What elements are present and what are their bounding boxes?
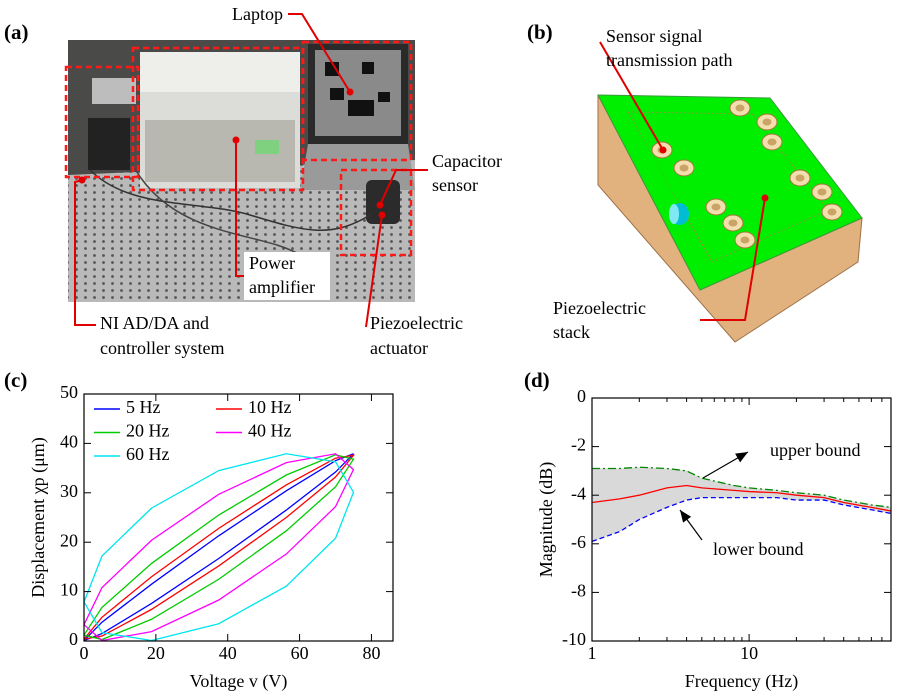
bound-band bbox=[592, 467, 891, 541]
photo-annotation: actuator bbox=[370, 338, 428, 358]
diagram-annotation: Sensor signal bbox=[606, 26, 703, 46]
x-tick-label: 40 bbox=[219, 643, 237, 663]
photo-annotation: Power bbox=[249, 253, 295, 273]
y-tick-label: 50 bbox=[60, 382, 78, 402]
arrow-head bbox=[680, 510, 691, 523]
page: { "panel_labels": ["(a)", "(b)", "(c)", … bbox=[0, 0, 916, 696]
x-tick-label: 1 bbox=[588, 643, 597, 663]
electrode-hole bbox=[680, 165, 689, 172]
panel-label: (c) bbox=[4, 368, 27, 392]
y-axis-label: Displacement χp (μm) bbox=[28, 437, 49, 598]
leader-dot bbox=[347, 89, 354, 96]
arrow-head bbox=[735, 452, 748, 462]
diagram-annotation: Piezoelectric bbox=[553, 298, 646, 318]
y-tick-label: 40 bbox=[60, 432, 78, 452]
y-tick-label: -8 bbox=[571, 581, 586, 601]
y-tick-label: 20 bbox=[60, 530, 78, 550]
laptop-window bbox=[348, 100, 374, 116]
photo-annotation: Capacitor bbox=[432, 151, 502, 171]
photo-annotation: NI AD/DA and bbox=[100, 313, 209, 333]
annotation: lower bound bbox=[713, 539, 803, 559]
y-tick-label: -4 bbox=[571, 483, 586, 503]
silver-device bbox=[92, 78, 136, 104]
electrode-hole bbox=[818, 189, 827, 196]
diagram-annotation: stack bbox=[553, 322, 590, 342]
x-tick-label: 0 bbox=[80, 643, 89, 663]
x-tick-label: 60 bbox=[291, 643, 309, 663]
legend-label: 10 Hz bbox=[248, 397, 292, 417]
x-tick-label: 80 bbox=[362, 643, 380, 663]
series-line bbox=[84, 454, 353, 641]
electrode-hole bbox=[828, 209, 837, 216]
series-line bbox=[84, 454, 353, 641]
y-tick-label: 10 bbox=[60, 580, 78, 600]
panel-label: (d) bbox=[524, 368, 550, 392]
ni-box bbox=[88, 118, 130, 170]
panel-label: (a) bbox=[4, 20, 29, 44]
electrode-hole bbox=[729, 220, 738, 227]
electrode-hole bbox=[763, 119, 772, 126]
leader-dot bbox=[762, 195, 769, 202]
laptop-window bbox=[378, 92, 390, 102]
photo-annotation: controller system bbox=[100, 338, 224, 358]
figure: (a) (b) (c) (d) Laptop Capacitor sensor Power am… bbox=[0, 0, 916, 696]
annotation: upper bound bbox=[770, 440, 860, 460]
legend-label: 20 Hz bbox=[126, 421, 170, 441]
amplifier-lcd bbox=[255, 140, 279, 154]
x-tick-label: 20 bbox=[147, 643, 165, 663]
electrode-hole bbox=[768, 139, 777, 146]
x-axis-label: Frequency (Hz) bbox=[685, 671, 798, 692]
sensor-cylinder-face bbox=[669, 204, 679, 224]
y-tick-label: 30 bbox=[60, 481, 78, 501]
series-line bbox=[84, 455, 353, 639]
diagram-annotation: transmission path bbox=[606, 50, 733, 70]
leader-dot bbox=[660, 147, 667, 154]
y-tick-label: 0 bbox=[69, 629, 78, 649]
y-tick-label: 0 bbox=[577, 386, 586, 406]
legend-label: 40 Hz bbox=[248, 421, 292, 441]
y-axis-label: Magnitude (dB) bbox=[536, 462, 557, 577]
photo-annotation: Piezoelectric bbox=[370, 313, 463, 333]
amplifier-top bbox=[140, 52, 300, 92]
electrode-hole bbox=[712, 204, 721, 211]
x-axis-label: Voltage v (V) bbox=[190, 671, 288, 692]
leader-dot bbox=[377, 202, 384, 209]
photo-annotation: Laptop bbox=[232, 4, 283, 24]
electrode-hole bbox=[736, 105, 745, 112]
y-tick-label: -2 bbox=[571, 435, 586, 455]
electrode-hole bbox=[741, 237, 750, 244]
y-tick-label: -6 bbox=[571, 532, 586, 552]
legend-label: 60 Hz bbox=[126, 444, 170, 464]
x-tick-label: 10 bbox=[740, 643, 758, 663]
y-tick-label: -10 bbox=[562, 629, 586, 649]
electrode-hole bbox=[796, 175, 805, 182]
laptop-window bbox=[362, 62, 374, 74]
leader-dot bbox=[379, 212, 386, 219]
series-line bbox=[84, 454, 353, 641]
photo-annotation: amplifier bbox=[249, 277, 315, 297]
photo-annotation: sensor bbox=[432, 175, 478, 195]
panel-label: (b) bbox=[527, 20, 553, 44]
leader-dot bbox=[233, 137, 240, 144]
laptop-window bbox=[330, 88, 344, 100]
series-line bbox=[84, 455, 353, 640]
leader-dot bbox=[79, 177, 86, 184]
legend-label: 5 Hz bbox=[126, 397, 161, 417]
